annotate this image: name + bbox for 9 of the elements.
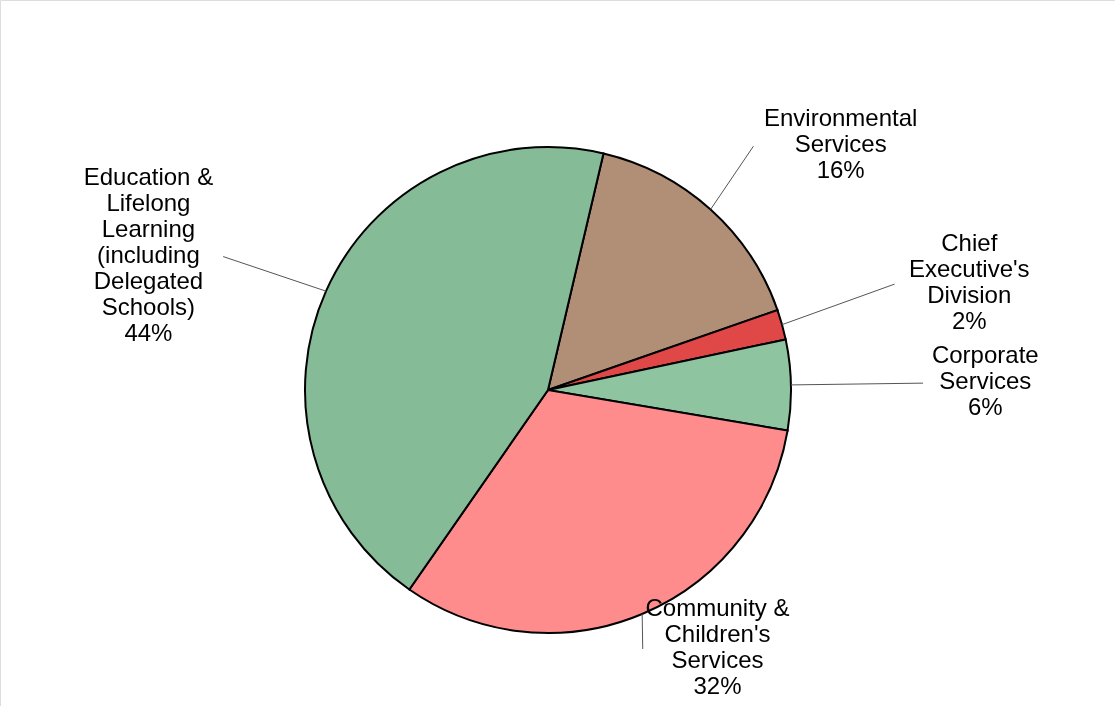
data-label: 6% [967, 393, 1003, 421]
data-label: 32% [693, 672, 742, 699]
slice-label: Environmental Services [763, 104, 918, 158]
data-label: 44% [124, 318, 173, 346]
slice-label: Education & Lifelong Learning (including Delegated Schools) [83, 162, 214, 320]
slice-label: Corporate Services [931, 341, 1039, 395]
data-label: 2% [951, 307, 987, 335]
data-label: 16% [816, 156, 865, 184]
slice-label: Chief Executive's Division [908, 229, 1030, 309]
